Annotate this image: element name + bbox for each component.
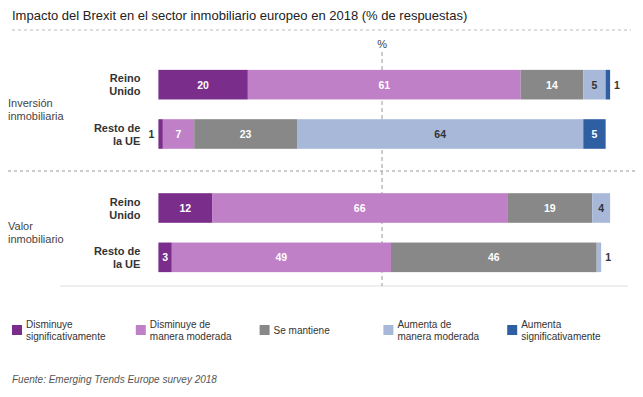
data-label: 66 bbox=[354, 202, 366, 214]
bar-segment bbox=[297, 119, 583, 149]
data-label: 1 bbox=[614, 79, 620, 91]
legend-swatch bbox=[12, 325, 22, 335]
title-rule bbox=[12, 30, 631, 31]
title: Impacto del Brexit en el sector inmobili… bbox=[12, 8, 467, 23]
legend-swatch bbox=[383, 325, 393, 335]
category-label: Resto dela UE bbox=[94, 122, 140, 147]
bar-segment bbox=[583, 70, 605, 100]
bar-segment bbox=[158, 243, 171, 273]
bars bbox=[158, 70, 610, 272]
bar-segment bbox=[172, 243, 391, 273]
bar-segment bbox=[592, 193, 610, 223]
legend-entry: Aumenta demanera moderada bbox=[397, 319, 479, 342]
data-label: 3 bbox=[162, 251, 168, 263]
data-label: 23 bbox=[240, 128, 252, 140]
legend: Disminuyesignificativamente Disminuye dem… bbox=[12, 319, 601, 342]
source: Fuente: Emerging Trends Europe survey 20… bbox=[12, 374, 217, 385]
bar-segment bbox=[212, 193, 507, 223]
data-label: 1 bbox=[605, 251, 611, 263]
legend-entry: Aumentasignificativamente bbox=[521, 319, 601, 342]
data-label: 61 bbox=[378, 79, 390, 91]
category-label: Resto dela UE bbox=[94, 245, 140, 270]
bar-segment bbox=[583, 119, 605, 149]
legend-swatch bbox=[507, 325, 517, 335]
data-label: 20 bbox=[197, 79, 209, 91]
data-label: 64 bbox=[434, 128, 446, 140]
bar-segment bbox=[597, 243, 601, 273]
data-label: 5 bbox=[592, 128, 598, 140]
group-label: Valorinmobiliario bbox=[8, 220, 64, 245]
data-label: 1 bbox=[149, 128, 155, 140]
legend-entry: Disminuyesignificativamente bbox=[26, 319, 106, 342]
data-label: 5 bbox=[592, 79, 598, 91]
chart: Impacto del Brexit en el sector inmobili… bbox=[0, 0, 643, 397]
bar-segment bbox=[606, 70, 610, 100]
annotation: % bbox=[377, 38, 387, 50]
bar-segment bbox=[391, 243, 597, 273]
data-labels: 20 61 14 5 1 1 7 23 64 5 12 66 19 4 3 49 46 1 bbox=[149, 79, 621, 264]
data-label: 49 bbox=[276, 251, 288, 263]
legend-swatch bbox=[260, 325, 270, 335]
legend-entry: Se mantiene bbox=[274, 325, 331, 336]
bar-segment bbox=[158, 70, 247, 100]
data-label: 4 bbox=[598, 202, 604, 214]
data-label: 12 bbox=[179, 202, 191, 214]
bar-segment bbox=[194, 119, 297, 149]
legend-swatch bbox=[136, 325, 146, 335]
bar-segment bbox=[158, 119, 162, 149]
bar-segment bbox=[521, 70, 584, 100]
data-label: 7 bbox=[176, 128, 182, 140]
category-label: ReinoUnido bbox=[109, 72, 140, 97]
data-label: 46 bbox=[488, 251, 500, 263]
data-label: 19 bbox=[544, 202, 556, 214]
legend-entry: Disminuye demanera moderada bbox=[150, 319, 232, 342]
bar-segment bbox=[248, 70, 521, 100]
bar-segment bbox=[158, 193, 212, 223]
group-separator bbox=[8, 171, 635, 172]
data-label: 14 bbox=[546, 79, 558, 91]
bar-segment bbox=[163, 119, 194, 149]
x-axis-line bbox=[60, 286, 628, 287]
group-label: Inversióninmobiliaria bbox=[8, 97, 65, 122]
category-label: ReinoUnido bbox=[109, 196, 140, 221]
bar-segment bbox=[507, 193, 592, 223]
